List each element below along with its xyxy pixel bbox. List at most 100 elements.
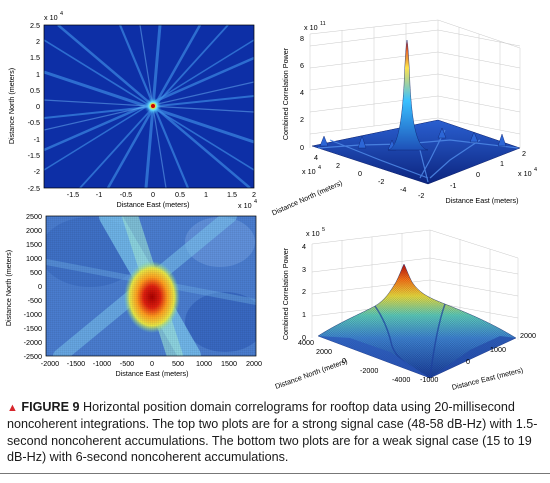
heatmap-a-xticks: -1.5 -1 -0.5 0 0.5 1 1.5 2: [67, 190, 256, 199]
surface-a-xtick: 0: [358, 169, 362, 178]
heatmap-a-xtick: -1.5: [67, 190, 79, 199]
heatmap-b-xtick: 0: [150, 359, 154, 368]
surface-a-xexp: x 10: [302, 167, 316, 176]
heatmap-a-xtick: 1.5: [227, 190, 237, 199]
surface-b-ytick: 1000: [490, 345, 506, 354]
heatmap-a-ytick: 0: [36, 102, 40, 111]
surface-b-xtick: -2000: [360, 366, 378, 375]
heatmap-a-ytick: 1: [36, 70, 40, 79]
heatmap-a-ytick: -1: [34, 135, 40, 144]
surface-b-ztick: 1: [302, 310, 306, 319]
surface-a-ytick: -1: [450, 181, 456, 190]
surface-a-ytick: -2: [418, 191, 424, 200]
heatmap-b-xticks: -2000 -1500 -1000 -500 0 500 1000 1500 2…: [41, 359, 262, 368]
surface-b-zexp: x 10: [306, 229, 320, 238]
surface-b-ytick: -1000: [420, 375, 438, 384]
heatmap-b-xtick: -1000: [93, 359, 111, 368]
heatmap-a-xtick: 0: [151, 190, 155, 199]
heatmap-b-ytick: 1000: [26, 254, 42, 263]
surface-a-floor: [311, 119, 521, 185]
heatmap-a-ylabel: Distance North (meters): [7, 68, 16, 144]
surface-a-ztick: 8: [300, 34, 304, 43]
heatmap-a-ytick: -1.5: [28, 151, 40, 160]
heatmap-a-xexp-power: 4: [254, 199, 257, 205]
heatmap-b-xtick: 1500: [221, 359, 237, 368]
surface-a-zlabel: Combined Correlation Power: [281, 47, 290, 140]
surface-a-zexp-power: 11: [320, 21, 326, 27]
surface-a-xtick: -2: [378, 177, 384, 186]
heatmap-b-ytick: -2500: [24, 352, 42, 361]
surface-a-xtick: -4: [400, 185, 406, 194]
surface-a-grid: [309, 19, 521, 148]
heatmap-b-ytick: 2000: [26, 226, 42, 235]
surface-a-xlabel: Distance North (meters): [270, 178, 343, 217]
weak-signal-surface: 0 1 2 3 4 x 10 5 Combined Correlation Po…: [270, 218, 550, 394]
heatmap-b-xtick: -500: [120, 359, 134, 368]
heatmap-a-ytick: -2: [34, 167, 40, 176]
surface-b-xtick: 0: [342, 356, 346, 365]
surface-a-ztick: 0: [300, 143, 304, 152]
strong-signal-surface: 0 2 4 6 8 x 10 11 Combined Correlation P…: [270, 0, 550, 217]
surface-b-zlabel: Combined Correlation Power: [281, 247, 290, 340]
heatmap-b-ytick: 2500: [26, 212, 42, 221]
heatmap-a-ytick: 0.5: [30, 86, 40, 95]
heatmap-a-xtick: -0.5: [120, 190, 132, 199]
heatmap-a-ytick: 2.5: [30, 21, 40, 30]
surface-b-ytick: 0: [466, 357, 470, 366]
weak-signal-heatmap: 2500 2000 1500 1000 500 0 -500 -1000 -15…: [0, 212, 270, 392]
surface-a-ztick: 6: [300, 61, 304, 70]
strong-signal-heatmap: 2.5 2 1.5 1 0.5 0 -0.5 -1 -1.5 -2 -2.5 -…: [0, 0, 270, 215]
heatmap-b-xtick: 500: [172, 359, 184, 368]
heatmap-b-xtick: 1000: [196, 359, 212, 368]
heatmap-b-ytick: 0: [38, 282, 42, 291]
surface-a-yexp: x 10: [518, 169, 532, 178]
heatmap-b-ytick: -500: [28, 296, 42, 305]
surface-a-ylabel: Distance East (meters): [445, 196, 518, 205]
heatmap-a-xtick: 0.5: [175, 190, 185, 199]
heatmap-a-xexp: x 10: [238, 201, 252, 210]
surface-a-xexp-power: 4: [318, 165, 321, 171]
surface-a-xtick: 2: [336, 161, 340, 170]
heatmap-b-xtick: 2000: [246, 359, 262, 368]
surface-a-ztick: 2: [300, 115, 304, 124]
surface-a-ytick: 2: [522, 149, 526, 158]
heatmap-b-xtick: -2000: [41, 359, 59, 368]
surface-b-xtick: -4000: [392, 375, 410, 384]
heatmap-a-xtick: 1: [204, 190, 208, 199]
surface-b-ztick: 2: [302, 287, 306, 296]
heatmap-a-ytick: 2: [36, 37, 40, 46]
surface-b-ztick: 0: [302, 333, 306, 342]
heatmap-a-xtick: 2: [252, 190, 256, 199]
surface-a-yexp-power: 4: [534, 167, 537, 173]
heatmap-a-ytick: 1.5: [30, 53, 40, 62]
heatmap-b-ytick: -1000: [24, 310, 42, 319]
surface-a-ztick: 4: [300, 88, 304, 97]
heatmap-b-xtick: -1500: [67, 359, 85, 368]
heatmap-b-ylabel: Distance North (meters): [4, 250, 13, 326]
figure-caption: ▲ FIGURE 9 Horizontal position domain co…: [7, 399, 547, 466]
heatmap-b-xlabel: Distance East (meters): [115, 369, 188, 378]
surface-a-ytick: 0: [476, 170, 480, 179]
heatmap-a-ytick: -0.5: [28, 118, 40, 127]
caption-triangle-icon: ▲: [7, 402, 18, 414]
heatmap-b-ytick: -2000: [24, 338, 42, 347]
caption-text: Horizontal position domain correlograms …: [7, 400, 538, 465]
heatmap-a-ytick: -2.5: [28, 184, 40, 193]
surface-b-ztick: 3: [302, 265, 306, 274]
caption-figure-label: FIGURE 9: [21, 400, 80, 414]
surface-b-xtick: 2000: [316, 347, 332, 356]
heatmap-a-yexp: x 10: [44, 13, 58, 22]
heatmap-a-yticks: 2.5 2 1.5 1 0.5 0 -0.5 -1 -1.5 -2 -2.5: [28, 21, 40, 193]
surface-a-zexp: x 10: [304, 23, 318, 32]
heatmap-b-ytick: 1500: [26, 240, 42, 249]
heatmap-a-xtick: -1: [96, 190, 102, 199]
surface-b-ztick: 4: [302, 242, 306, 251]
surface-b-ylabel: Distance East (meters): [451, 365, 524, 391]
surface-b-zexp-power: 5: [322, 227, 325, 233]
heatmap-b-ytick: 500: [30, 268, 42, 277]
surface-b-xtick: 4000: [298, 338, 314, 347]
heatmap-b-yticks: 2500 2000 1500 1000 500 0 -500 -1000 -15…: [24, 212, 42, 361]
heatmap-a-yexp-power: 4: [60, 11, 63, 17]
heatmap-a-xlabel: Distance East (meters): [116, 200, 189, 209]
surface-b-xlabel: Distance North (meters): [274, 356, 349, 391]
